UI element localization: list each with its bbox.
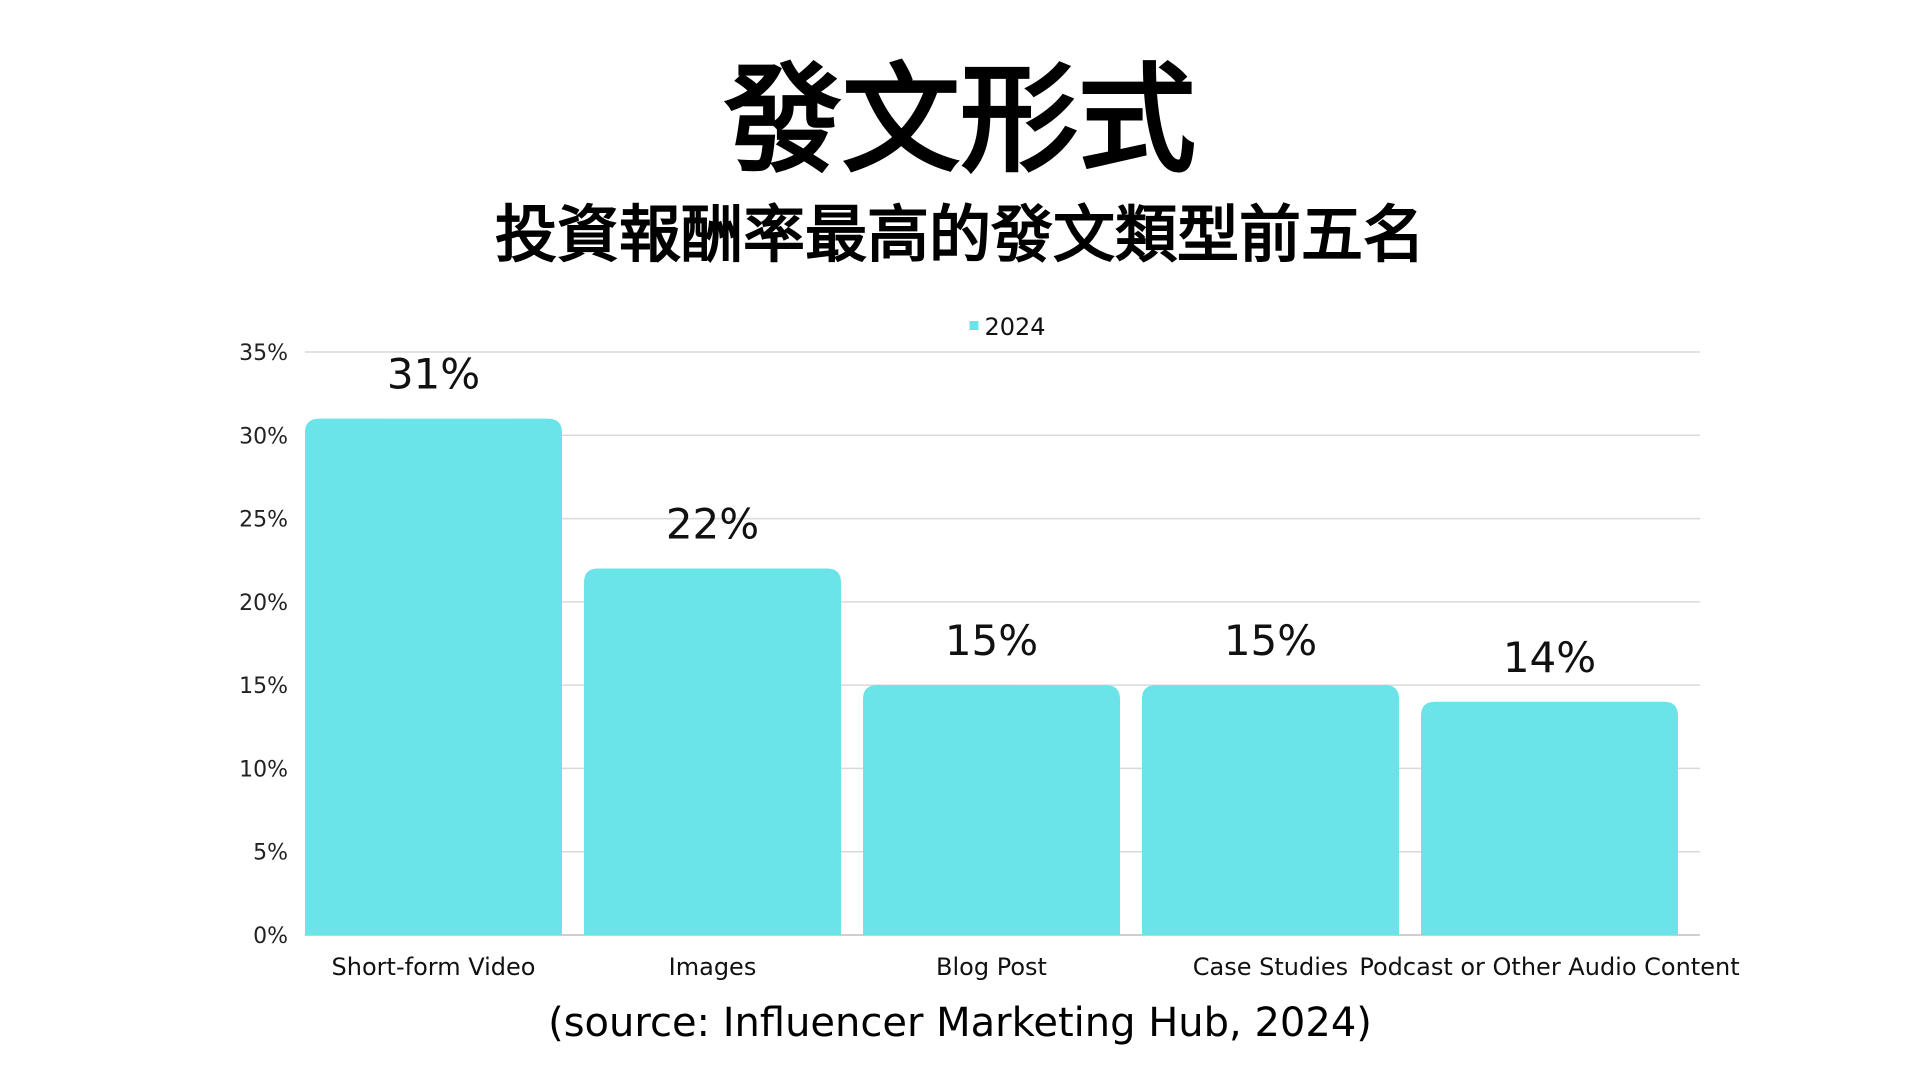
- y-tick-label: 35%: [239, 341, 288, 366]
- bars: [305, 418, 1678, 936]
- category-label: Images: [669, 953, 757, 981]
- data-label: 14%: [1503, 633, 1596, 682]
- y-tick-label: 10%: [239, 757, 288, 782]
- x-axis-categories: Short-form Video Images Blog Post Case Stud…: [332, 953, 1740, 981]
- category-label: Short-form Video: [332, 953, 536, 981]
- data-label: 15%: [1224, 616, 1317, 665]
- bar: [584, 568, 841, 935]
- bar: [1421, 701, 1678, 935]
- legend-label: 2024: [985, 313, 1046, 341]
- legend: 2024: [969, 313, 1046, 341]
- data-labels: 31% 22% 15% 15% 14%: [387, 350, 1596, 682]
- y-tick-label: 5%: [253, 841, 288, 866]
- y-tick-label: 25%: [239, 508, 288, 533]
- bar: [863, 685, 1120, 935]
- y-tick-label: 15%: [239, 674, 288, 699]
- bar: [1142, 685, 1399, 935]
- y-axis-ticks: 0% 5% 10% 15% 20% 25% 30% 35%: [239, 341, 288, 949]
- data-label: 31%: [387, 350, 480, 399]
- category-label: Case Studies: [1193, 953, 1348, 981]
- y-tick-label: 0%: [253, 924, 288, 949]
- data-label: 15%: [945, 616, 1038, 665]
- legend-swatch: [969, 321, 979, 330]
- data-label: 22%: [666, 500, 759, 549]
- page-title: 發文形式: [723, 51, 1196, 189]
- page-subtitle: 投資報酬率最高的發文類型前五名: [494, 198, 1425, 271]
- source-note: (source: Influencer Marketing Hub, 2024): [548, 1000, 1372, 1046]
- y-tick-label: 30%: [239, 424, 288, 449]
- bar: [305, 418, 562, 936]
- y-tick-label: 20%: [239, 591, 288, 616]
- category-label: Blog Post: [936, 953, 1047, 981]
- category-label: Podcast or Other Audio Content: [1359, 953, 1739, 981]
